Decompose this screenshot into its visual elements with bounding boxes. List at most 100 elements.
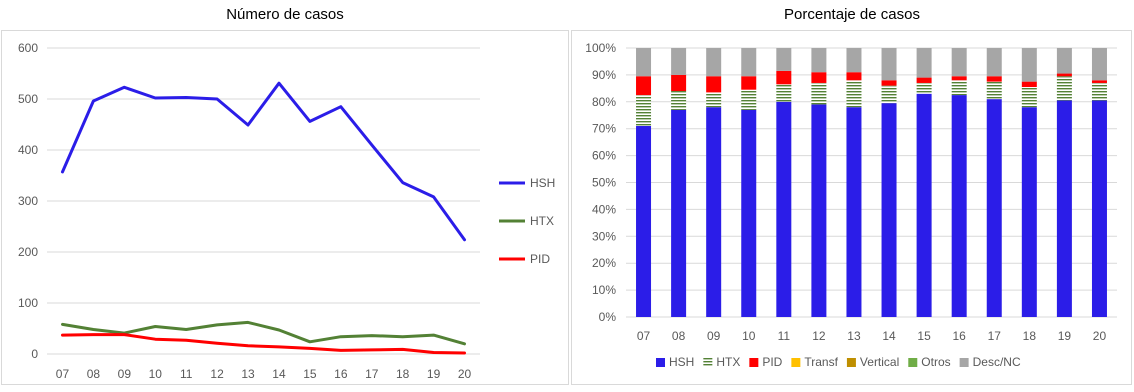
x-tick-label: 15: [303, 367, 317, 381]
y-tick-label: 100: [18, 296, 38, 310]
bar-segment-desc-nc: [811, 48, 827, 73]
bar-segment-hsh: [706, 107, 722, 318]
bar-segment-htx: [881, 85, 897, 104]
bar-chart-title: Porcentaje de casos: [784, 6, 920, 23]
bar-segment-pid: [986, 76, 1002, 82]
bar-segment-pid: [916, 77, 932, 83]
legend-label-desc-nc: Desc/NC: [973, 355, 1021, 369]
bar-segment-htx: [986, 81, 1002, 100]
bar-segment-hsh: [951, 95, 967, 317]
bar-segment-pid: [1021, 81, 1037, 88]
y-tick-label: 80%: [592, 95, 616, 109]
y-tick-label: 30%: [592, 229, 616, 243]
bar-segment-pid: [951, 76, 967, 81]
legend-label-vertical: Vertical: [860, 355, 899, 369]
x-tick-label: 11: [180, 367, 193, 381]
legend-swatch-hsh: [656, 358, 665, 367]
bar-segment-htx: [916, 82, 932, 94]
y-tick-label: 60%: [592, 149, 616, 163]
bar-segment-htx: [636, 95, 652, 127]
bar-segment-desc-nc: [1056, 48, 1072, 74]
legend-label-transf: Transf: [804, 355, 838, 369]
y-tick-label: 10%: [592, 283, 616, 297]
legend-label-hsh: HSH: [669, 355, 694, 369]
x-tick-label: 10: [742, 329, 756, 343]
bar-segment-pid: [741, 76, 757, 90]
bar-segment-pid: [811, 72, 827, 83]
bar-segment-hsh: [1021, 107, 1037, 318]
bar-segment-pid: [776, 70, 792, 85]
bar-segment-desc-nc: [1091, 48, 1107, 81]
legend-swatch-pid: [749, 358, 759, 367]
bar-segment-hsh: [846, 107, 862, 318]
legend-label-hsh: HSH: [530, 176, 555, 190]
y-tick-label: 0: [31, 347, 38, 361]
bar-segment-htx: [1021, 87, 1037, 108]
x-tick-label: 09: [118, 367, 132, 381]
legend-label-htx: HTX: [530, 214, 554, 228]
x-tick-label: 09: [707, 329, 721, 343]
bar-segment-desc-nc: [741, 48, 757, 77]
bar-segment-desc-nc: [1021, 48, 1037, 82]
bar-segment-desc-nc: [776, 48, 792, 71]
legend-label-pid: PID: [762, 355, 782, 369]
stacked-bar-chart-panel: 0% 10% 20% 30% 40% 50% 60% 70% 80% 90% 100% 07 08 09 1…: [571, 30, 1132, 385]
bar-segment-pid: [846, 72, 862, 81]
bar-segment-htx: [671, 91, 687, 110]
x-tick-label: 19: [427, 367, 441, 381]
legend-swatch-htx: [703, 358, 713, 367]
bar-segment-htx: [741, 89, 757, 110]
legend-swatch-transf: [791, 358, 801, 367]
x-tick-label: 14: [882, 329, 896, 343]
bar-segment-desc-nc: [636, 48, 652, 77]
bar-segment-hsh: [1091, 100, 1107, 317]
y-tick-label: 40%: [592, 202, 616, 216]
bar-segment-hsh: [1056, 100, 1072, 317]
bar-segment-pid: [881, 80, 897, 86]
y-tick-label: 0%: [599, 310, 617, 324]
series-line-hsh: [61, 81, 466, 242]
x-tick-label: 12: [210, 367, 224, 381]
x-tick-label: 19: [1058, 329, 1072, 343]
series-line-htx: [61, 320, 466, 346]
legend-swatch-vertical: [846, 358, 856, 367]
x-tick-label: 18: [1023, 329, 1037, 343]
y-tick-label: 500: [18, 92, 38, 106]
x-tick-label: 20: [458, 367, 472, 381]
bar-segment-htx: [776, 84, 792, 102]
y-tick-label: 20%: [592, 256, 616, 270]
bar-segment-desc-nc: [986, 48, 1002, 77]
legend-label-htx: HTX: [716, 355, 740, 369]
x-tick-label: 13: [241, 367, 255, 381]
bar-segment-desc-nc: [881, 48, 897, 81]
x-tick-label: 14: [272, 367, 286, 381]
y-tick-label: 300: [18, 194, 38, 208]
bar-segment-hsh: [671, 109, 687, 318]
bar-segment-htx: [811, 82, 827, 105]
y-tick-label: 100%: [585, 41, 616, 55]
bar-segment-hsh: [986, 99, 1002, 317]
line-chart: 0 100 200 300 400 500 600 07 08 09 10 11 12 13 14 15 16 1…: [18, 41, 555, 381]
x-tick-label: 17: [988, 329, 1002, 343]
bar-segment-desc-nc: [916, 48, 932, 78]
bar-segment-pid: [706, 76, 722, 93]
x-tick-label: 15: [917, 329, 931, 343]
x-tick-label: 16: [952, 329, 966, 343]
bar-segment-hsh: [811, 104, 827, 318]
bar-segment-htx: [846, 80, 862, 108]
series-line-pid: [61, 333, 466, 355]
line-chart-panel: 0 100 200 300 400 500 600 07 08 09 10 11 12 13 14 15 16 1…: [1, 30, 569, 385]
bar-segment-desc-nc: [706, 48, 722, 77]
y-tick-label: 70%: [592, 122, 616, 136]
bar-segment-pid: [1056, 73, 1072, 77]
stacked-bar-chart: 0% 10% 20% 30% 40% 50% 60% 70% 80% 90% 100% 07 08 09 1…: [585, 41, 1117, 369]
bar-segment-desc-nc: [671, 48, 687, 75]
x-tick-label: 11: [778, 329, 791, 343]
y-tick-label: 600: [18, 41, 38, 55]
legend-swatch-desc-nc: [959, 358, 969, 367]
bar-segment-desc-nc: [846, 48, 862, 73]
x-tick-label: 17: [365, 367, 379, 381]
x-tick-label: 12: [812, 329, 826, 343]
bar-segment-hsh: [636, 126, 652, 317]
bar-segment-pid: [671, 74, 687, 92]
